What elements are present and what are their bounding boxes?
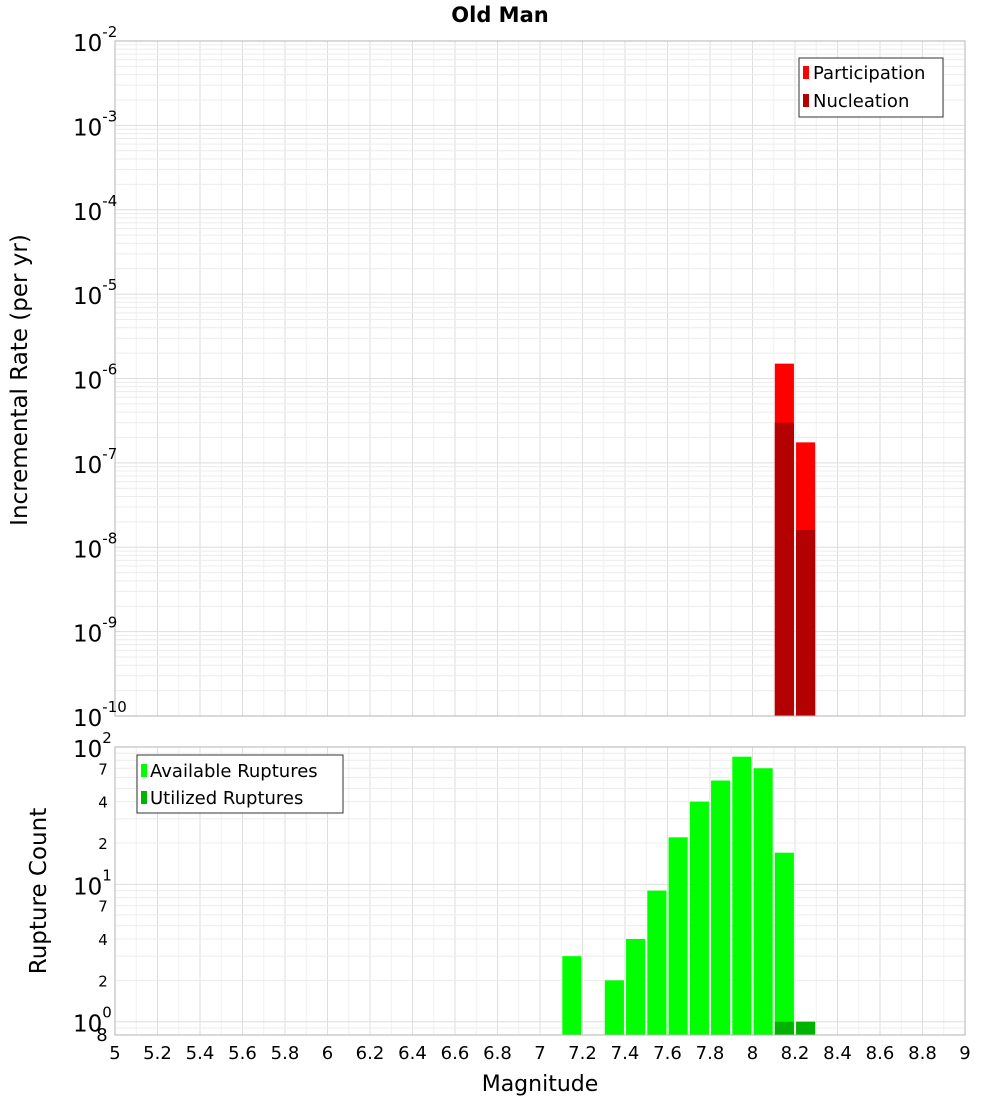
x-tick-label: 8.4 (823, 1043, 852, 1064)
count-y-tick-label: 4 (98, 931, 108, 949)
nucleation-legend-swatch (803, 94, 809, 107)
x-tick-label: 8.6 (866, 1043, 895, 1064)
x-tick-label: 6.8 (483, 1043, 512, 1064)
count-a-bar (774, 852, 794, 1035)
count-b-bar (796, 1021, 816, 1035)
count-y-tick-label: 7 (98, 898, 108, 916)
x-tick-label: 5 (109, 1043, 120, 1064)
x-tick-label: 6.4 (398, 1043, 427, 1064)
count-y-tick-label: 8 (96, 1025, 107, 1046)
rate-y-tick-label: 10-6 (73, 361, 117, 395)
rate-legend: Participation Nucleation (798, 57, 944, 118)
x-tick-label: 5.4 (186, 1043, 215, 1064)
count-a-bar (626, 939, 646, 1035)
rate-plot: 10-2 10-3 10-4 10-5 10-6 10-7 10-8 10-9 10-10 In… (7, 23, 966, 732)
rate-b-bar (774, 422, 794, 716)
participation-legend-label: Participation (813, 63, 925, 84)
chart-title: Old Man (451, 3, 548, 27)
rate-legend-box (798, 57, 944, 118)
rate-y-tick-label: 10-2 (73, 23, 117, 57)
count-y-tick-label: 2 (98, 972, 108, 990)
count-a-bar (562, 956, 582, 1035)
rate-b-bar (796, 530, 816, 716)
count-y-tick-label: 102 (73, 729, 112, 763)
rate-y-tick-label: 10-10 (73, 698, 127, 732)
x-tick-label: 5.6 (228, 1043, 257, 1064)
x-tick-label: 8 (747, 1043, 758, 1064)
rate-y-tick-label: 10-3 (73, 107, 117, 141)
rate-y-tick-label: 10-5 (73, 276, 117, 310)
x-tick-label: 7.2 (568, 1043, 597, 1064)
rate-y-tick-label: 10-9 (73, 614, 117, 648)
x-tick-label: 5.8 (271, 1043, 300, 1064)
x-tick-label: 6.2 (356, 1043, 385, 1064)
count-a-bar (604, 980, 624, 1035)
count-a-bar (753, 768, 773, 1035)
utilized-legend-label: Utilized Ruptures (150, 788, 303, 809)
x-tick-label: 9 (959, 1043, 970, 1064)
count-y-tick-label: 7 (98, 760, 108, 778)
x-tick-label: 7.6 (653, 1043, 682, 1064)
available-legend-label: Available Ruptures (150, 761, 318, 782)
count-a-bar (732, 756, 752, 1035)
count-a-bar (668, 837, 688, 1035)
rate-grid (114, 40, 966, 717)
count-y-tick-label: 2 (98, 835, 108, 853)
count-y-tick-label: 4 (98, 794, 108, 812)
count-b-bar (774, 1021, 794, 1035)
x-tick-label: 8.2 (781, 1043, 810, 1064)
x-tick-label: 6 (322, 1043, 333, 1064)
x-tick-label: 6.6 (441, 1043, 470, 1064)
rate-y-tick-label: 10-8 (73, 529, 117, 563)
x-tick-label: 8.8 (908, 1043, 937, 1064)
x-tick-label: 5.2 (143, 1043, 172, 1064)
utilized-legend-swatch (141, 791, 147, 804)
rate-y-axis-label: Incremental Rate (per yr) (7, 234, 33, 526)
participation-legend-swatch (803, 66, 809, 79)
rate-y-tick-label: 10-4 (73, 192, 117, 226)
count-y-tick-label: 100 (73, 1004, 112, 1038)
rate-bars (774, 363, 816, 716)
magnitude-x-ticks: 5 5.2 5.4 5.6 5.8 6 6.2 6.4 6.6 6.8 7 7.2 7.4 7.6 7.8 8… (109, 1043, 970, 1064)
count-legend: Available Ruptures Utilized Ruptures (136, 754, 344, 814)
x-tick-label: 7.8 (696, 1043, 725, 1064)
x-tick-label: 7 (534, 1043, 545, 1064)
count-a-bar (647, 890, 667, 1035)
rate-y-tick-label: 10-7 (73, 445, 117, 479)
rate-plot-border (114, 40, 966, 717)
count-y-axis-label: Rupture Count (26, 808, 52, 974)
nucleation-legend-label: Nucleation (813, 91, 909, 112)
x-axis-label: Magnitude (482, 1072, 599, 1097)
count-legend-box (136, 754, 344, 814)
count-plot-border (114, 746, 966, 1036)
count-y-tick-label: 101 (73, 866, 112, 900)
count-bars (562, 756, 816, 1035)
count-a-bar (689, 801, 709, 1035)
x-tick-label: 7.4 (611, 1043, 640, 1064)
rate-y-ticks: 10-2 10-3 10-4 10-5 10-6 10-7 10-8 10-9 10-10 (73, 23, 127, 732)
available-legend-swatch (141, 764, 147, 777)
count-a-bar (711, 780, 731, 1035)
